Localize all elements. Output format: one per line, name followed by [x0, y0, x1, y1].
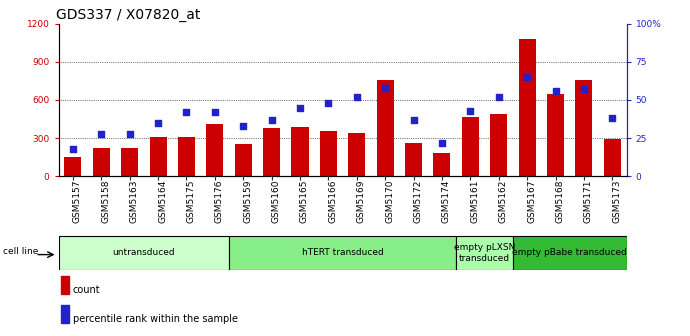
Point: [437, 140, 448, 145]
Bar: [92, 148, 110, 176]
Text: GSM5157: GSM5157: [73, 179, 82, 223]
Point: [380, 85, 391, 90]
Bar: [490, 114, 507, 176]
Text: GSM5159: GSM5159: [243, 179, 253, 223]
Bar: [320, 131, 337, 176]
Text: GSM5170: GSM5170: [385, 179, 394, 223]
Bar: [64, 157, 81, 176]
Bar: [405, 143, 422, 176]
Text: GSM5172: GSM5172: [413, 179, 422, 223]
Text: hTERT transduced: hTERT transduced: [302, 248, 384, 257]
Point: [351, 94, 362, 99]
Text: empty pBabe transduced: empty pBabe transduced: [513, 248, 627, 257]
Text: GSM5164: GSM5164: [158, 179, 167, 223]
FancyBboxPatch shape: [59, 236, 229, 270]
Bar: [547, 94, 564, 176]
Point: [295, 105, 306, 110]
Text: untransduced: untransduced: [112, 248, 175, 257]
Bar: [61, 305, 68, 323]
Point: [323, 100, 334, 106]
Text: GSM5171: GSM5171: [584, 179, 593, 223]
Bar: [61, 276, 68, 294]
Text: GSM5158: GSM5158: [101, 179, 110, 223]
Point: [522, 74, 533, 80]
Point: [68, 146, 79, 152]
Text: cell line: cell line: [3, 247, 39, 256]
Text: GSM5161: GSM5161: [471, 179, 480, 223]
Bar: [575, 80, 593, 176]
Text: GSM5165: GSM5165: [300, 179, 309, 223]
Bar: [348, 133, 365, 176]
Text: GSM5175: GSM5175: [186, 179, 195, 223]
Point: [266, 117, 277, 123]
Bar: [121, 149, 138, 176]
Text: GSM5166: GSM5166: [328, 179, 337, 223]
Text: GSM5160: GSM5160: [272, 179, 281, 223]
Bar: [178, 137, 195, 176]
Bar: [150, 137, 166, 176]
Point: [408, 117, 419, 123]
FancyBboxPatch shape: [513, 236, 627, 270]
Bar: [519, 39, 535, 176]
Bar: [377, 80, 394, 176]
Text: empty pLXSN
transduced: empty pLXSN transduced: [454, 243, 515, 262]
Text: count: count: [73, 285, 101, 295]
Point: [493, 94, 504, 99]
Text: GSM5169: GSM5169: [357, 179, 366, 223]
Bar: [235, 144, 252, 176]
Text: GSM5163: GSM5163: [130, 179, 139, 223]
Point: [237, 123, 248, 129]
Bar: [263, 128, 280, 176]
Point: [550, 88, 561, 93]
Text: GSM5168: GSM5168: [555, 179, 564, 223]
Text: GSM5174: GSM5174: [442, 179, 451, 223]
Text: GSM5162: GSM5162: [499, 179, 508, 223]
Point: [124, 131, 135, 136]
Text: GSM5176: GSM5176: [215, 179, 224, 223]
FancyBboxPatch shape: [229, 236, 456, 270]
Bar: [433, 153, 451, 176]
Point: [607, 116, 618, 121]
Bar: [206, 124, 224, 176]
Point: [152, 120, 164, 126]
Text: GSM5167: GSM5167: [527, 179, 536, 223]
Text: GDS337 / X07820_at: GDS337 / X07820_at: [56, 8, 200, 23]
Text: percentile rank within the sample: percentile rank within the sample: [73, 314, 238, 324]
Bar: [604, 139, 621, 176]
Bar: [462, 117, 479, 176]
Point: [96, 131, 107, 136]
Point: [209, 110, 220, 115]
Point: [465, 108, 476, 113]
Bar: [291, 127, 308, 176]
Point: [181, 110, 192, 115]
FancyBboxPatch shape: [456, 236, 513, 270]
Point: [578, 87, 589, 92]
Text: GSM5173: GSM5173: [612, 179, 621, 223]
